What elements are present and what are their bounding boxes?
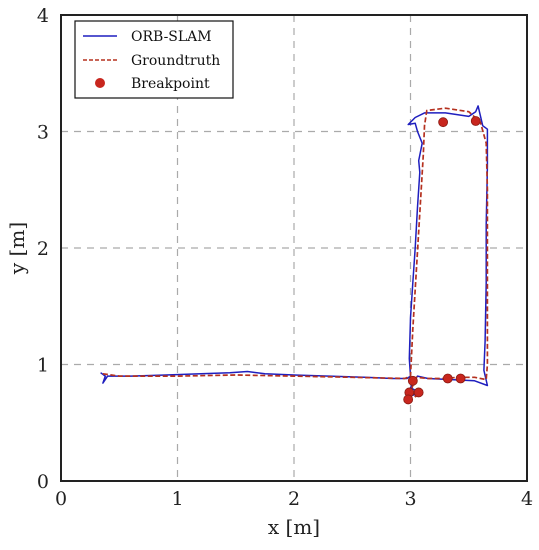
breakpoint-marker-0 — [438, 117, 449, 128]
x-tick-label-2: 2 — [288, 488, 300, 510]
series-layer — [100, 105, 489, 405]
legend-label-breakpoint: Breakpoint — [131, 76, 210, 92]
y-axis-label: y [m] — [5, 222, 29, 275]
breakpoint-marker-6 — [413, 387, 424, 398]
breakpoint-marker-1 — [470, 116, 481, 126]
breakpoint-marker-3 — [442, 373, 453, 384]
plot-frame — [60, 14, 528, 482]
y-tick-label-4: 4 — [37, 5, 49, 27]
x-tick-label-4: 4 — [521, 488, 533, 510]
y-tick-label-0: 0 — [37, 471, 49, 493]
series-orb-slam-line — [100, 105, 489, 398]
tick-labels: 0 1 2 3 4 0 1 2 3 4 — [37, 5, 533, 510]
breakpoint-marker-4 — [455, 373, 466, 384]
x-tick-label-0: 0 — [55, 488, 67, 510]
x-tick-label-1: 1 — [171, 488, 183, 510]
y-tick-label-2: 2 — [37, 238, 49, 260]
legend: ORB-SLAM Groundtruth Breakpoint — [74, 20, 234, 99]
breakpoint-marker-2 — [407, 375, 418, 386]
breakpoint-marker-7 — [403, 394, 414, 405]
legend-swatch-breakpoint — [95, 78, 105, 88]
x-axis-label: x [m] — [268, 515, 320, 539]
x-tick-label-3: 3 — [404, 488, 416, 510]
y-tick-label-3: 3 — [37, 122, 49, 144]
legend-label-orb-slam: ORB-SLAM — [131, 29, 212, 45]
y-tick-label-1: 1 — [37, 355, 49, 377]
legend-label-groundtruth: Groundtruth — [131, 53, 220, 69]
